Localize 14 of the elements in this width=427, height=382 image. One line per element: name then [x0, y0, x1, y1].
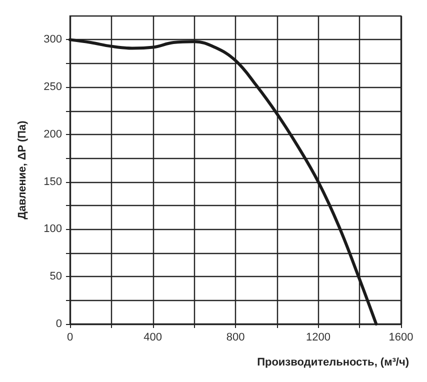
y-tick-label: 150 [44, 176, 62, 188]
x-tick-label: 1600 [388, 332, 414, 344]
y-axis-title: Давление, ΔP (Па) [16, 120, 28, 220]
x-tick-label: 1200 [306, 332, 330, 344]
y-tick-label: 50 [50, 270, 62, 283]
x-axis-title: Производительность, (м³/ч) [257, 356, 410, 368]
y-tick-label: 300 [44, 34, 62, 46]
y-tick-label: 250 [44, 81, 62, 94]
x-tick-label: 800 [226, 332, 245, 344]
x-tick-label: 400 [144, 332, 162, 344]
y-tick-label: 200 [44, 128, 62, 140]
y-tick-label: 100 [44, 223, 62, 236]
x-tick-label: 0 [66, 332, 74, 344]
y-tick-label: 0 [56, 318, 62, 330]
